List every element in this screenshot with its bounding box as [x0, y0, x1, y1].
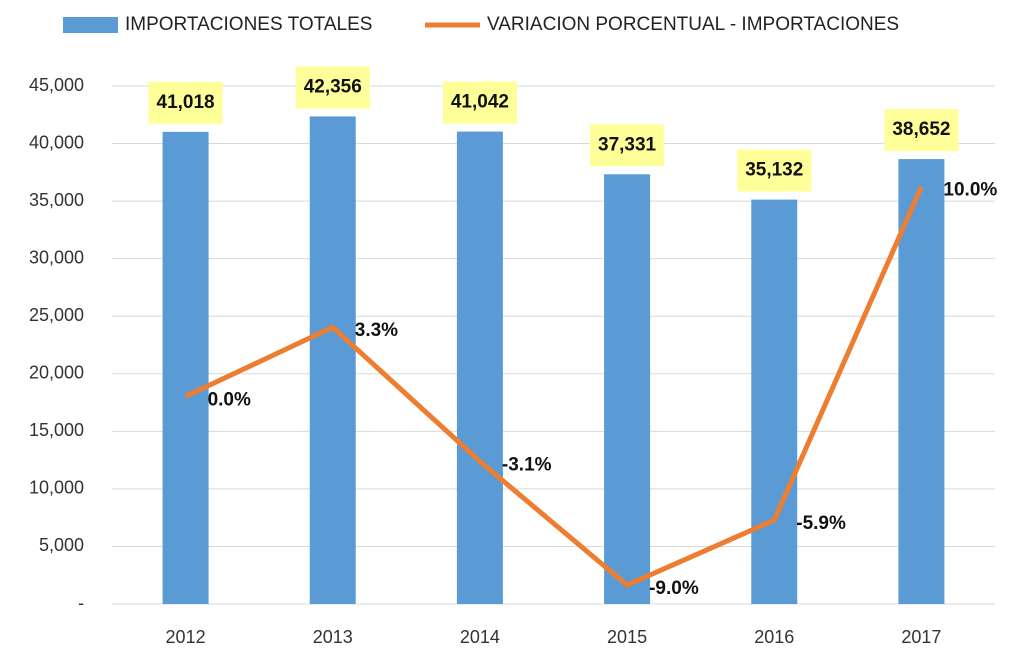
y-tick-label: 20,000	[29, 363, 84, 383]
legend-label: VARIACION PORCENTUAL - IMPORTACIONES	[487, 14, 899, 35]
data-label: 41,018	[157, 92, 215, 113]
line	[184, 185, 924, 588]
data-label: -9.0%	[649, 578, 699, 599]
data-label: 38,652	[892, 119, 950, 140]
y-tick-label: 15,000	[29, 420, 84, 440]
bar	[604, 174, 651, 604]
data-label: 0.0%	[208, 389, 251, 410]
bar	[162, 131, 209, 604]
data-label: 35,132	[745, 160, 803, 181]
y-tick-label: 30,000	[29, 247, 84, 267]
label-background	[295, 66, 370, 109]
y-tick-label: 40,000	[29, 132, 84, 152]
x-tick-label: 2012	[166, 627, 206, 647]
y-tick-label: 10,000	[29, 478, 84, 498]
bar	[898, 159, 945, 604]
y-tick-label: -	[78, 593, 84, 613]
bar	[309, 116, 356, 605]
legend-label: IMPORTACIONES TOTALES	[125, 14, 372, 35]
bar	[751, 199, 798, 604]
data-label: 42,356	[304, 76, 362, 97]
x-tick-label: 2017	[901, 627, 941, 647]
x-tick-label: 2014	[460, 627, 500, 647]
data-label: -5.9%	[796, 513, 846, 534]
x-tick-label: 2013	[313, 627, 353, 647]
data-label: 37,331	[598, 134, 657, 155]
label-background	[442, 81, 517, 124]
data-label: 3.3%	[355, 320, 398, 341]
data-label: -3.1%	[502, 454, 552, 475]
x-tick-label: 2015	[607, 627, 647, 647]
label-background	[148, 81, 223, 124]
y-tick-label: 35,000	[29, 190, 84, 210]
x-tick-label: 2016	[754, 627, 794, 647]
data-label: 10.0%	[943, 180, 997, 201]
label-background	[590, 124, 665, 167]
legend-swatch-bar	[63, 17, 118, 33]
y-tick-label: 45,000	[29, 75, 84, 95]
y-tick-label: 25,000	[29, 305, 84, 325]
label-background	[884, 109, 959, 152]
data-label: 41,042	[451, 92, 509, 113]
y-tick-label: 5,000	[39, 535, 84, 555]
bar	[456, 131, 503, 604]
label-background	[737, 149, 812, 192]
